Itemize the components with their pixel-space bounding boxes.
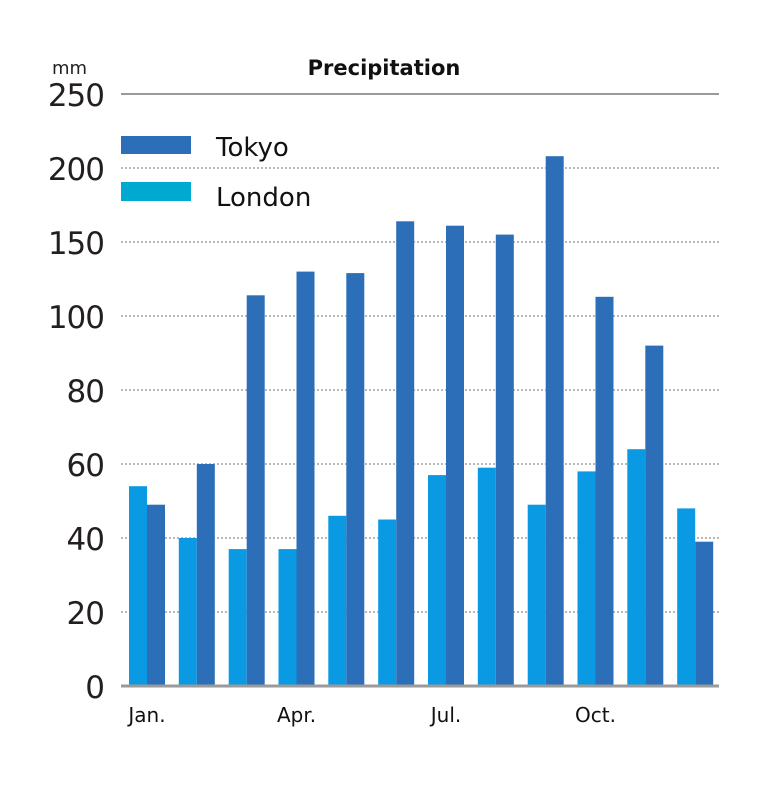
x-tick-label: Jan.: [126, 703, 165, 727]
y-axis-ticks: 0 20 40 60 80 100 150 200 250: [48, 78, 105, 706]
bar-london-0: [129, 486, 147, 686]
y-tick-label: 60: [67, 448, 104, 484]
bars: [129, 156, 714, 687]
y-tick-label: 100: [48, 300, 104, 336]
bar-london-2: [228, 549, 247, 686]
bar-tokyo-2: [246, 295, 265, 686]
bar-tokyo-6: [446, 225, 464, 686]
legend-label-tokyo: Tokyo: [215, 133, 289, 163]
bar-tokyo-9: [595, 296, 614, 686]
y-tick-label: 0: [85, 670, 104, 706]
bar-tokyo-10: [645, 345, 664, 686]
bar-tokyo-1: [196, 464, 215, 686]
y-tick-label: 40: [67, 522, 104, 558]
bar-london-1: [178, 538, 197, 686]
bar-london-6: [428, 475, 446, 686]
y-tick-label: 80: [67, 374, 104, 410]
bar-tokyo-7: [495, 234, 514, 686]
bar-tokyo-3: [296, 271, 315, 686]
x-tick-label: Jul.: [429, 703, 462, 727]
legend: Tokyo London: [121, 133, 311, 213]
bar-tokyo-11: [695, 541, 714, 686]
bar-tokyo-8: [545, 156, 564, 686]
gridlines: [121, 93, 719, 613]
y-tick-label: 200: [48, 152, 104, 188]
chart-title: Precipitation: [308, 56, 461, 80]
bar-london-9: [577, 471, 596, 686]
bar-london-8: [527, 504, 546, 686]
legend-swatch-tokyo: [121, 136, 191, 154]
legend-swatch-london: [121, 182, 191, 201]
y-tick-label: 250: [48, 78, 104, 114]
y-tick-label: 150: [48, 226, 104, 262]
x-tick-label: Apr.: [277, 703, 316, 727]
bar-tokyo-0: [147, 504, 165, 686]
bar-london-3: [278, 549, 297, 686]
bar-london-10: [627, 449, 646, 686]
x-tick-label: Oct.: [575, 703, 616, 727]
bar-london-11: [677, 508, 696, 686]
legend-label-london: London: [216, 183, 311, 213]
bar-london-7: [477, 467, 496, 686]
y-tick-label: 20: [67, 596, 104, 632]
y-unit-label: mm: [52, 58, 87, 79]
bar-tokyo-4: [346, 273, 365, 686]
x-axis-ticks: Jan. Apr. Jul. Oct.: [126, 703, 616, 727]
bar-london-4: [328, 515, 347, 686]
bar-london-5: [378, 519, 397, 686]
bar-tokyo-5: [396, 221, 415, 687]
